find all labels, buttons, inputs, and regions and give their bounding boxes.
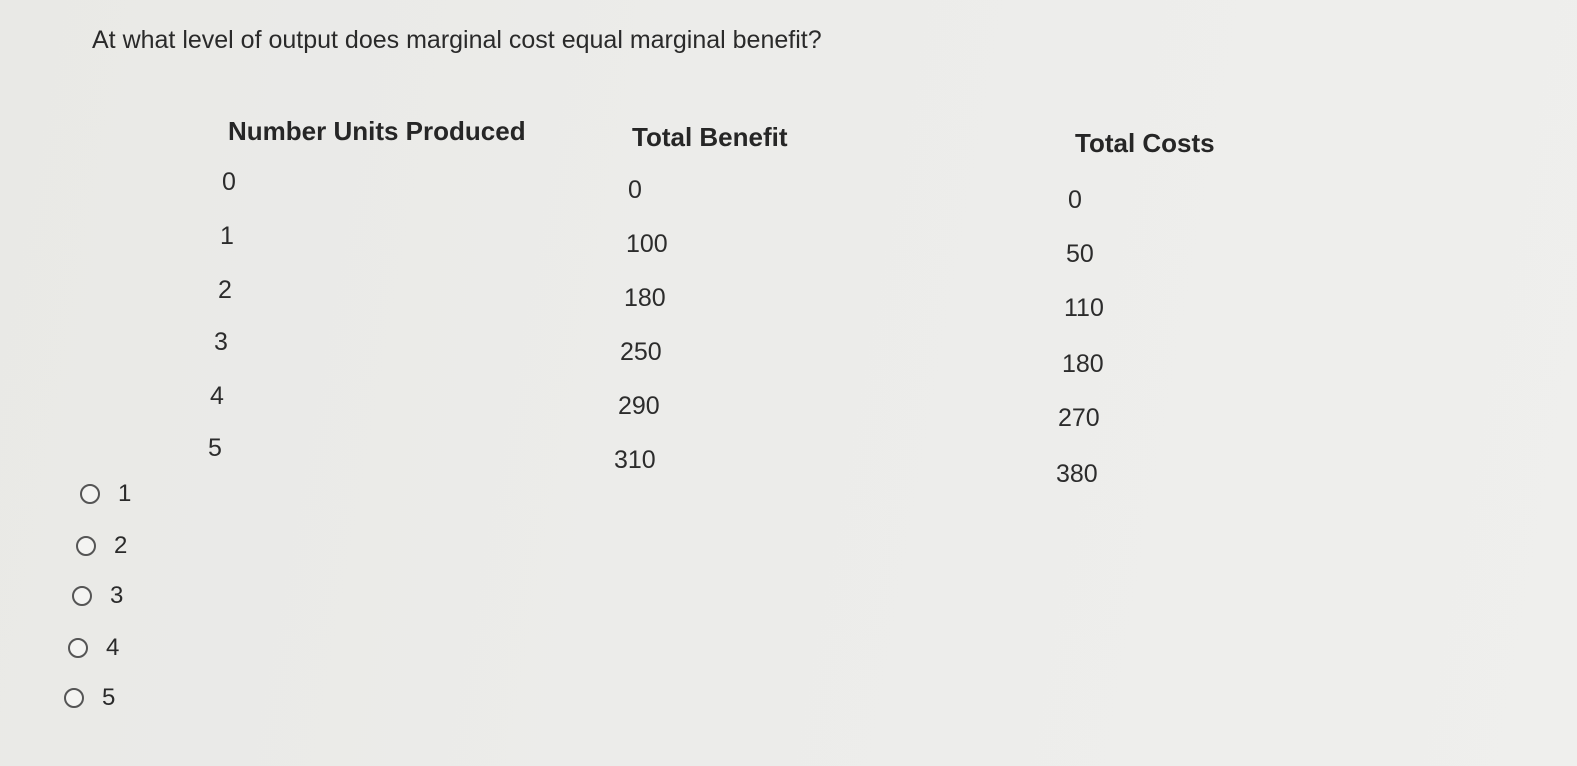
costs-cell: 50 — [1066, 240, 1094, 268]
option-3[interactable]: 3 — [72, 582, 123, 610]
costs-cell: 110 — [1064, 294, 1104, 322]
costs-cell: 380 — [1056, 460, 1098, 488]
units-cell: 4 — [210, 382, 224, 410]
units-cell: 0 — [222, 168, 236, 196]
question-text: At what level of output does marginal co… — [92, 26, 822, 54]
benefit-cell: 180 — [624, 284, 666, 312]
option-5[interactable]: 5 — [64, 684, 115, 712]
option-label: 4 — [106, 634, 120, 661]
header-total-costs: Total Costs — [1075, 128, 1215, 158]
benefit-cell: 100 — [626, 230, 668, 258]
radio-button[interactable] — [72, 586, 92, 606]
benefit-cell: 290 — [618, 392, 660, 420]
option-label: 5 — [102, 684, 116, 711]
option-label: 1 — [118, 480, 132, 507]
radio-button[interactable] — [76, 536, 96, 556]
units-cell: 1 — [220, 222, 234, 250]
radio-button[interactable] — [68, 638, 88, 658]
option-2[interactable]: 2 — [76, 532, 127, 560]
radio-button[interactable] — [80, 484, 100, 504]
option-label: 2 — [114, 532, 128, 559]
option-1[interactable]: 1 — [80, 480, 131, 508]
option-label: 3 — [110, 582, 124, 609]
costs-cell: 0 — [1068, 186, 1082, 214]
option-4[interactable]: 4 — [68, 634, 119, 662]
units-cell: 2 — [218, 276, 232, 304]
benefit-cell: 0 — [628, 176, 642, 204]
benefit-cell: 250 — [620, 338, 662, 366]
benefit-cell: 310 — [614, 446, 656, 474]
header-units: Number Units Produced — [228, 116, 526, 146]
costs-cell: 270 — [1058, 404, 1100, 432]
header-total-benefit: Total Benefit — [632, 122, 788, 152]
units-cell: 3 — [214, 328, 228, 356]
costs-cell: 180 — [1062, 350, 1104, 378]
radio-button[interactable] — [64, 688, 84, 708]
units-cell: 5 — [208, 434, 222, 462]
